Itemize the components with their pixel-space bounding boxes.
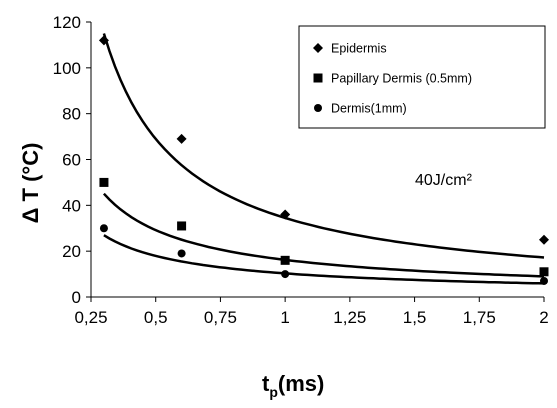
plot-area [98, 33, 549, 285]
x-tick-label: 2 [539, 308, 548, 327]
trend-line-papillary-dermis-0-5mm [102, 192, 545, 278]
data-point-epidermis [280, 209, 291, 220]
x-axis-title-unit: (ms) [278, 371, 324, 396]
data-point-dermis-1mm [177, 249, 186, 258]
y-tick-label: 0 [72, 288, 81, 307]
x-tick-label: 1 [280, 308, 289, 327]
data-point-papillary-dermis-0-5mm [280, 255, 290, 265]
x-tick-label: 1,5 [403, 308, 427, 327]
axes: 0 20 40 60 80 100 120 0,25 0,5 0,75 1 1,25 1,5 1,75 2 [53, 13, 549, 327]
y-tick-label: 40 [62, 196, 81, 215]
data-point-epidermis [98, 35, 109, 46]
data-point-dermis-1mm [540, 276, 548, 285]
data-point-papillary-dermis-0-5mm [539, 267, 549, 277]
x-tick-label: 0,25 [74, 308, 107, 327]
legend: Epidermis Papillary Dermis (0.5mm) Dermis(… [298, 25, 546, 129]
x-tick-label: 1,75 [463, 308, 496, 327]
data-point-epidermis [539, 234, 549, 245]
data-point-papillary-dermis-0-5mm [99, 177, 109, 187]
legend-label-epidermis: Epidermis [331, 42, 387, 56]
y-tick-label: 20 [62, 242, 81, 261]
legend-label-dermis-1mm: Dermis(1mm) [331, 102, 407, 116]
y-tick-label: 100 [53, 59, 81, 78]
x-axis-title: tp(ms) [262, 371, 324, 400]
x-axis-title-main: t [262, 371, 270, 396]
legend-marker-dermis-1mm [314, 104, 322, 112]
legend-marker-papillary-dermis-0-5mm [313, 73, 323, 83]
y-tick-label: 120 [53, 13, 81, 32]
data-point-epidermis [176, 133, 187, 144]
legend-label-papillary-dermis-0-5mm: Papillary Dermis (0.5mm) [331, 72, 472, 86]
legend-box [298, 25, 546, 129]
data-point-dermis-1mm [99, 224, 108, 233]
trend-line-epidermis [102, 33, 545, 259]
x-tick-label: 0,5 [144, 308, 168, 327]
y-axis-title: Δ T (°C) [18, 143, 43, 224]
x-tick-label: 0,75 [204, 308, 237, 327]
data-point-papillary-dermis-0-5mm [177, 221, 187, 231]
x-tick-label: 1,25 [333, 308, 366, 327]
trend-line-dermis-1mm [103, 234, 545, 285]
legend-marker-epidermis [313, 43, 323, 53]
y-tick-label: 80 [62, 105, 81, 124]
data-point-dermis-1mm [281, 270, 290, 279]
x-axis-title-subscript: p [269, 384, 278, 400]
y-tick-label: 60 [62, 151, 81, 170]
annotation-fluence: 40J/cm² [415, 172, 473, 189]
